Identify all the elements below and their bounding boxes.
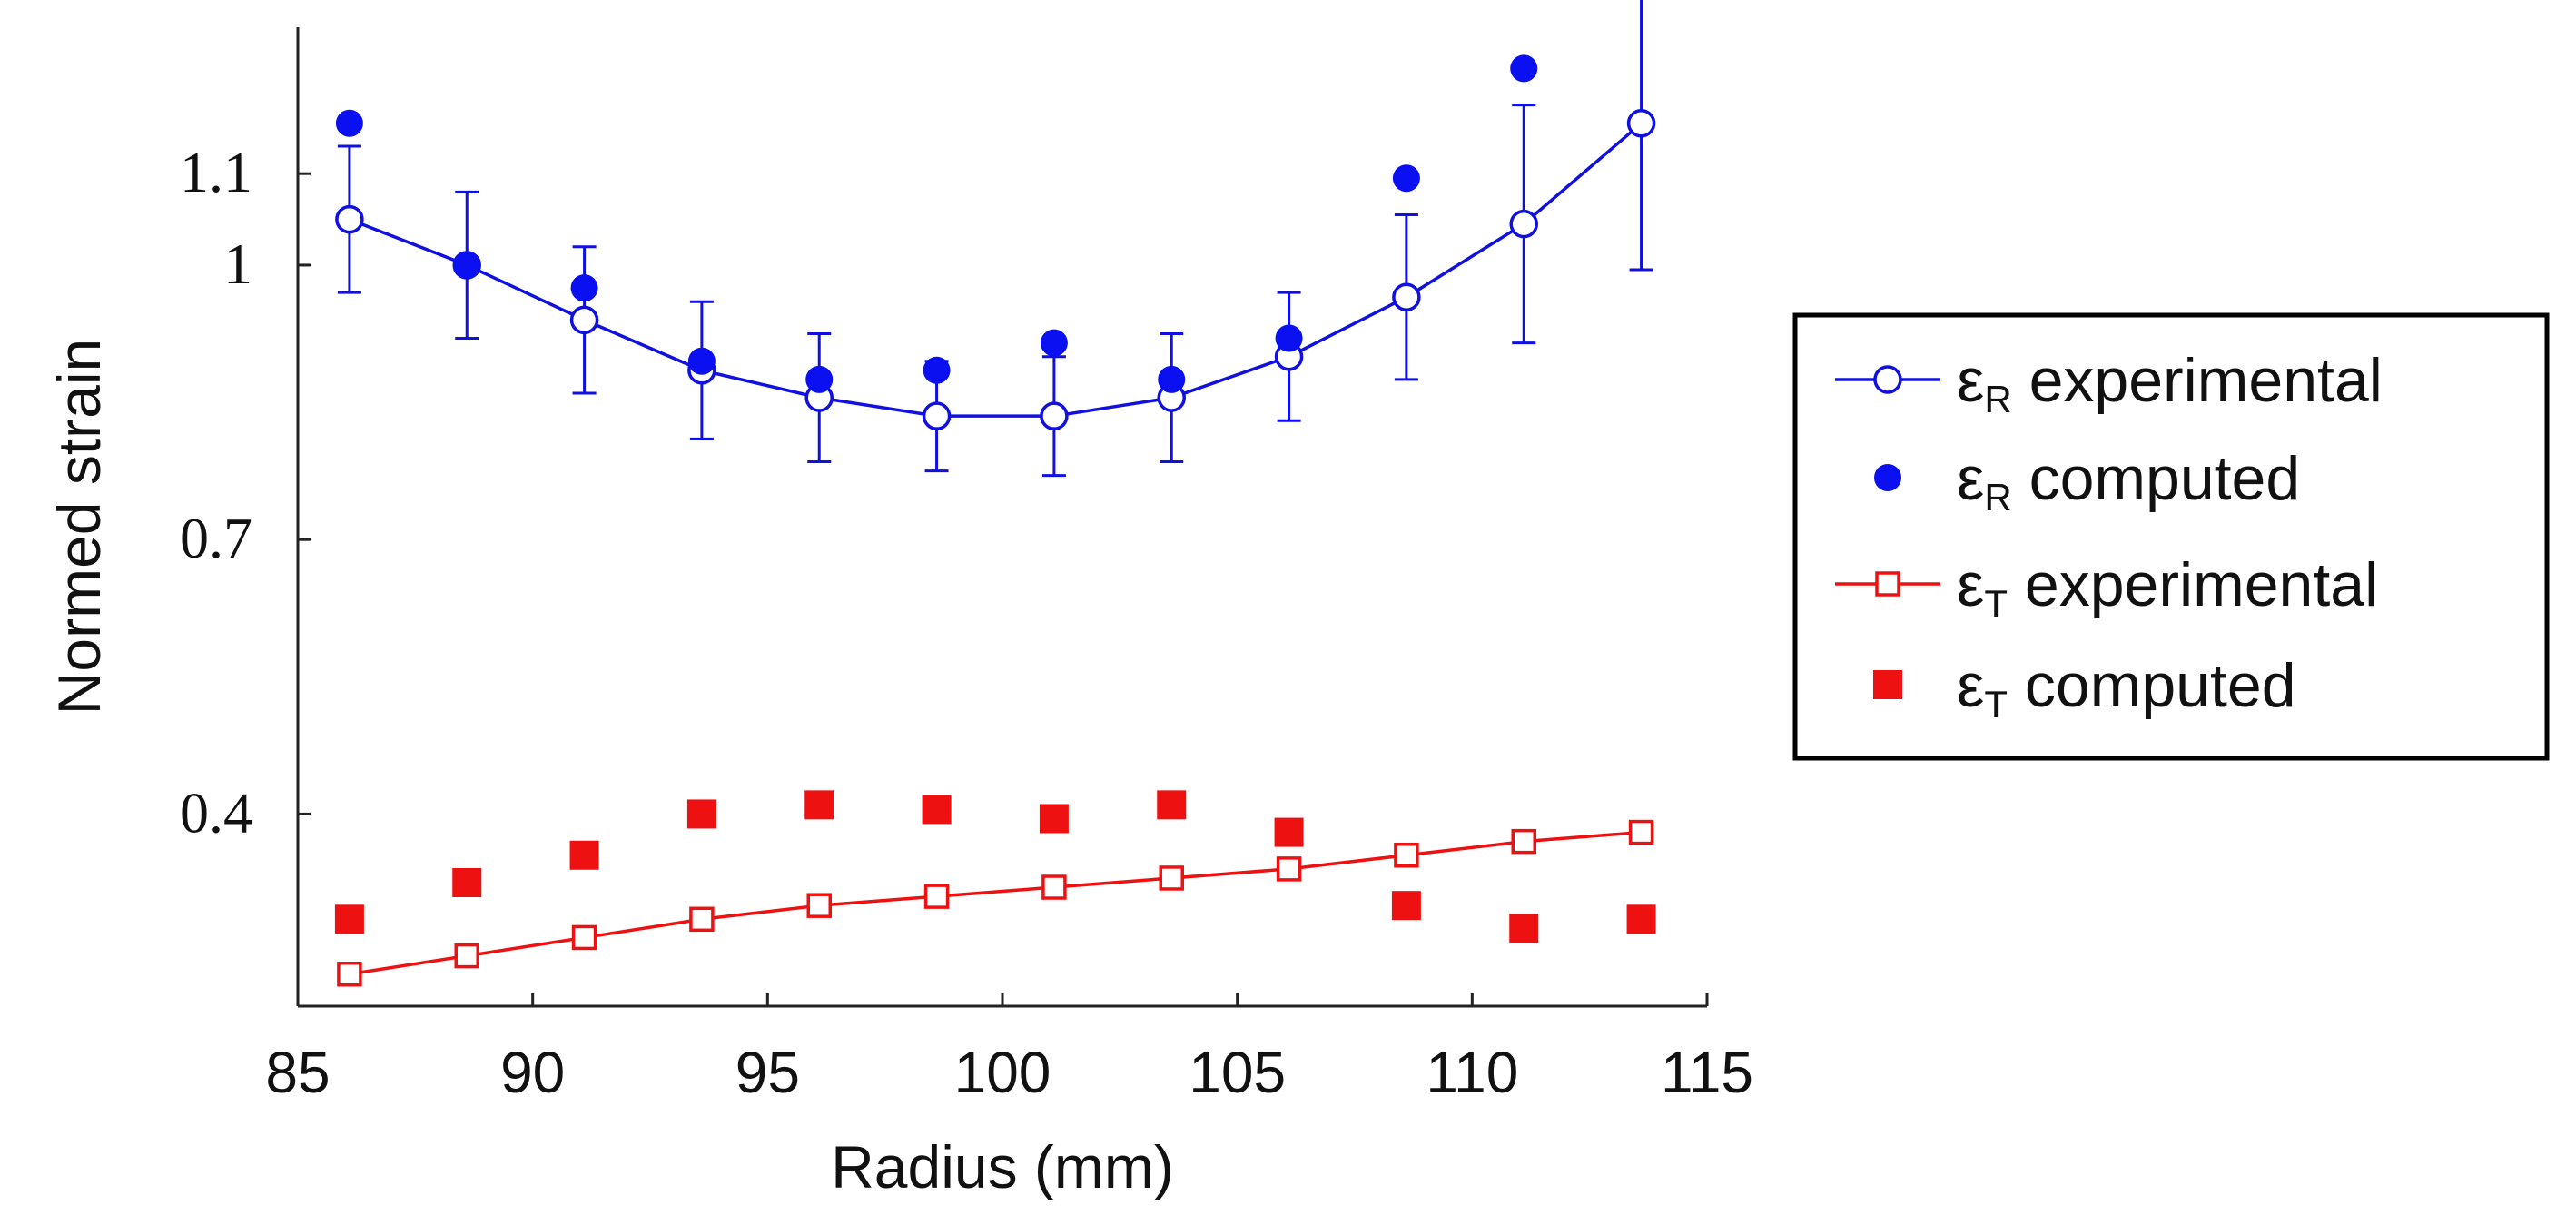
data-point [1509,914,1539,943]
legend: εR experimental εR computed εT experimenta… [1792,312,2550,761]
data-point [1274,817,1304,847]
data-point [569,305,599,335]
data-point [922,401,952,430]
series-0 [335,0,1656,478]
data-point [1391,891,1421,921]
x-tick-label: 100 [954,1040,1051,1105]
legend-marker [1874,464,1901,491]
series-layer [334,0,1656,987]
legend-marker [1873,670,1902,699]
data-point [687,347,716,375]
data-point [1157,790,1187,820]
legend-item: εR computed [1874,444,2300,519]
data-point [806,893,832,918]
data-point [335,109,363,137]
data-point [337,961,362,987]
legend-item: εT computed [1873,651,2296,726]
x-tick-label: 110 [1426,1040,1518,1105]
data-point [1276,856,1302,882]
data-point [569,840,599,870]
legend-item: εT experimental [1835,550,2378,625]
data-point [335,204,364,234]
x-tick-label: 115 [1661,1040,1753,1105]
data-point [922,795,952,825]
data-point [923,884,950,909]
series-3 [334,790,1656,943]
legend-box [1792,312,2550,761]
series-2 [337,819,1654,987]
x-tick-label: 95 [735,1040,800,1105]
data-point [804,790,834,820]
y-tick-label: 0.7 [180,506,252,570]
data-point [1392,164,1420,193]
legend-label: εT experimental [1957,550,2378,625]
data-point [1041,874,1067,900]
data-point [1040,329,1068,357]
data-point [571,924,597,951]
x-tick-label: 85 [265,1040,330,1105]
data-point [454,943,479,969]
x-tick-label: 90 [500,1040,565,1105]
data-point [452,867,482,897]
axes [296,27,1707,1008]
data-point [1158,365,1186,393]
data-point [1509,209,1538,239]
data-point [1039,804,1069,834]
data-point [570,274,598,302]
y-tick-label: 1 [223,232,252,296]
data-point [1510,54,1538,83]
data-point [1628,819,1654,845]
legend-marker [1873,365,1902,394]
data-point [923,356,951,384]
y-axis-label: Normed strain [45,339,113,715]
data-point [453,251,481,279]
series-1 [335,54,1538,393]
y-tick-label: 0.4 [180,780,252,845]
legend-label: εT computed [1957,651,2296,726]
data-point [1275,324,1303,352]
legend-label: εR computed [1957,444,2300,519]
data-point [334,904,364,934]
data-point [805,365,834,393]
data-point [1511,828,1536,855]
legend-label: εR experimental [1957,346,2383,420]
x-axis-label: Radius (mm) [831,1133,1174,1200]
data-point [1394,843,1419,868]
legend-item: εR experimental [1835,346,2383,420]
data-point [1040,401,1069,430]
data-point [1626,904,1656,934]
data-point [689,906,715,933]
data-point [1626,109,1656,138]
series-line [349,830,1642,976]
data-point [1392,282,1421,311]
data-point [686,799,716,829]
data-point [1159,865,1184,891]
series-line [349,122,1643,418]
ticks: 85 90 95 100 105 110 115 0.4 0.7 1 1.1 [180,140,1753,1105]
x-tick-label: 105 [1189,1040,1286,1105]
legend-marker [1875,571,1900,597]
y-tick-label: 1.1 [180,140,252,204]
